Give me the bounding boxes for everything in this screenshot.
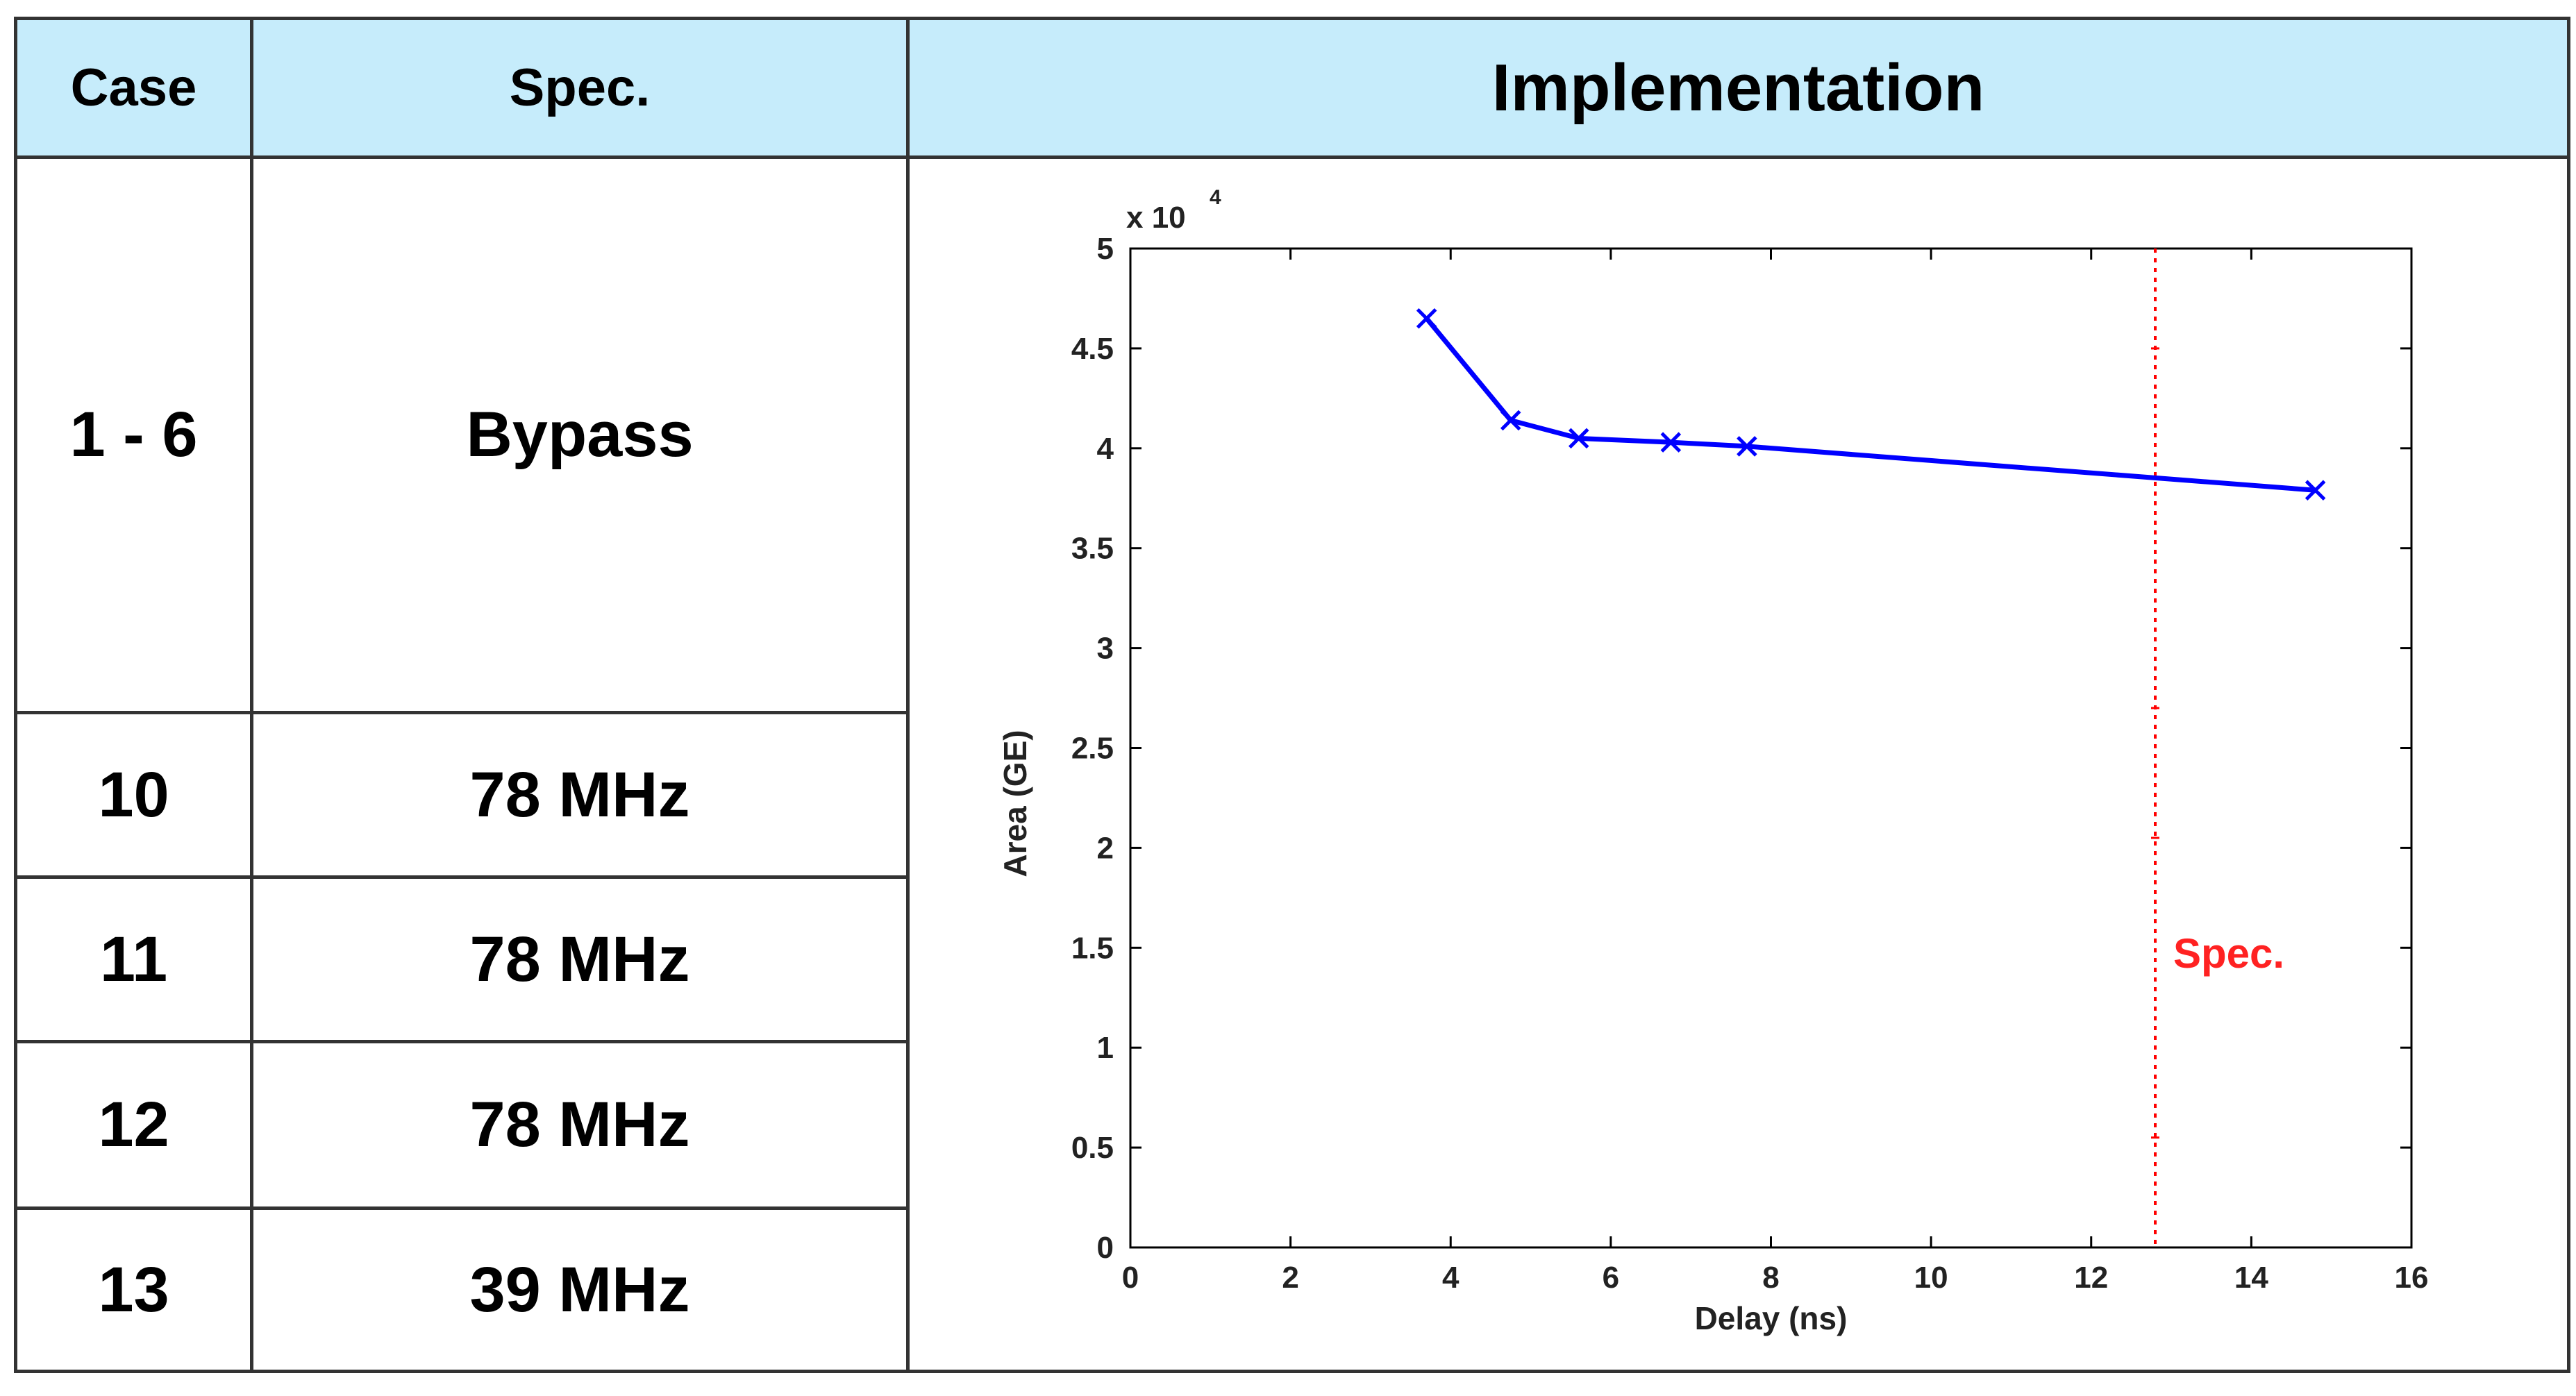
header-spec-label: Spec. — [509, 58, 651, 117]
area-delay-chart: 0 2 4 6 8 10 12 14 16 0 0.5 1 1.5 2 2.5 3 3.5 4 4.5 5 x 10 4 D… — [997, 186, 2429, 1336]
spec-value: 78 MHz — [469, 759, 690, 830]
x-axis-label: Delay (ns) — [1695, 1300, 1848, 1336]
x-tick-label: 6 — [1603, 1261, 1619, 1295]
y-tick-label: 2 — [1097, 831, 1114, 865]
table-row-spec: 78 MHz — [250, 711, 906, 875]
y-tick-label: 1.5 — [1071, 931, 1114, 965]
header-case-label: Case — [70, 58, 197, 117]
case-value: 12 — [98, 1089, 169, 1160]
header-implementation: Implementation — [906, 17, 2570, 155]
table-row-spec: 78 MHz — [250, 1040, 906, 1206]
table-row-spec: Bypass — [250, 155, 906, 711]
series-line — [1424, 317, 2316, 493]
implementation-chart-cell: 0 2 4 6 8 10 12 14 16 0 0.5 1 1.5 2 2.5 3 3.5 4 4.5 5 x 10 4 D… — [906, 155, 2570, 1373]
y-tick-label: 2.5 — [1071, 732, 1114, 766]
data-point — [1660, 432, 1682, 453]
data-point — [1416, 308, 1437, 329]
y-multiplier-exponent: 4 — [1210, 186, 1221, 209]
data-point — [1500, 410, 1521, 431]
table-row-case: 10 — [14, 711, 250, 875]
data-point — [1568, 428, 1589, 449]
table-row-spec: 39 MHz — [250, 1206, 906, 1373]
x-tick-label: 4 — [1442, 1261, 1460, 1295]
y-axis-label: Area (GE) — [997, 730, 1033, 877]
spec-value: 39 MHz — [469, 1254, 690, 1325]
table-row-case: 11 — [14, 875, 250, 1040]
x-tick-label: 0 — [1122, 1261, 1139, 1295]
x-tick-label: 10 — [1914, 1261, 1948, 1295]
header-implementation-label: Implementation — [1491, 50, 1985, 125]
table-row-case: 12 — [14, 1040, 250, 1206]
case-value: 10 — [98, 759, 169, 830]
y-tick-label: 0.5 — [1071, 1131, 1114, 1165]
y-multiplier-label: x 10 — [1126, 201, 1186, 235]
y-tick-label: 3.5 — [1071, 532, 1114, 566]
x-tick-label: 2 — [1282, 1261, 1298, 1295]
plot-frame — [1129, 247, 2413, 1249]
x-tick-label: 16 — [2395, 1261, 2429, 1295]
y-tick-label: 4 — [1097, 432, 1114, 466]
spec-comparison-table: Case Spec. Implementation 1 - 6 Bypass 1… — [14, 17, 2570, 1373]
data-point — [1737, 436, 1757, 457]
table-row-case: 1 - 6 — [14, 155, 250, 711]
case-value: 1 - 6 — [69, 399, 198, 470]
y-tick-label: 4.5 — [1071, 332, 1114, 366]
spec-label: Spec. — [2173, 930, 2284, 977]
y-tick-label: 0 — [1097, 1231, 1114, 1265]
table-row-case: 13 — [14, 1206, 250, 1373]
header-spec: Spec. — [250, 17, 906, 155]
y-tick-label: 5 — [1097, 232, 1114, 266]
x-tick-label: 12 — [2074, 1261, 2108, 1295]
spec-value: 78 MHz — [469, 923, 690, 995]
y-tick-label: 3 — [1097, 632, 1114, 666]
data-point — [2305, 480, 2326, 501]
x-tick-label: 8 — [1762, 1261, 1779, 1295]
x-tick-label: 14 — [2234, 1261, 2268, 1295]
table-row-spec: 78 MHz — [250, 875, 906, 1040]
y-tick-label: 1 — [1097, 1031, 1114, 1065]
case-value: 13 — [98, 1254, 169, 1325]
spec-value: Bypass — [466, 399, 694, 470]
header-case: Case — [14, 17, 250, 155]
spec-value: 78 MHz — [469, 1089, 690, 1160]
case-value: 11 — [99, 923, 168, 995]
